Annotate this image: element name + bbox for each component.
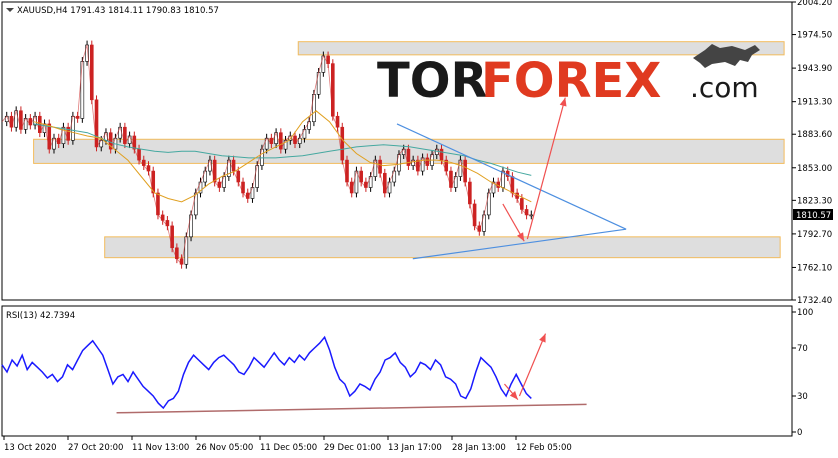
torforex-logo: TOR FOREX .com xyxy=(377,44,760,109)
symbol-header-text: XAUUSD,H4 1791.43 1814.11 1790.83 1810.5… xyxy=(17,6,219,16)
time-tick-label: 13 Oct 2020 xyxy=(4,443,57,453)
trend-lines xyxy=(396,97,627,260)
zone-band xyxy=(297,41,785,56)
time-tick-label: 27 Oct 20:00 xyxy=(68,443,123,453)
price-tick-label: 1913.30 xyxy=(797,98,832,108)
dropdown-triangle-icon xyxy=(6,8,14,12)
time-tick-label: 11 Dec 05:00 xyxy=(260,443,317,453)
price-tick-label: 1762.10 xyxy=(797,263,832,273)
rsi-arrow-down-head xyxy=(509,391,518,400)
current-price-label: 1810.57 xyxy=(796,211,831,221)
ma-fast-line xyxy=(33,110,532,203)
zone-band xyxy=(104,236,781,259)
price-tick-label: 1943.90 xyxy=(797,64,832,74)
rsi-panel-frame xyxy=(1,305,793,437)
price-tick-label: 1974.50 xyxy=(797,31,832,41)
logo-part-com: .com xyxy=(690,71,759,104)
rsi-arrow-up-head xyxy=(539,333,546,343)
time-tick-label: 28 Jan 13:00 xyxy=(452,443,506,453)
rsi-tick-label: 0 xyxy=(797,428,802,438)
time-axis-ticks: 13 Oct 2020 27 Oct 20:00 11 Nov 13:00 26 No… xyxy=(3,436,572,453)
support-resistance-zones xyxy=(33,41,785,259)
rsi-arrow-up xyxy=(518,333,547,397)
rsi-header-text: RSI(13) 42.7394 xyxy=(6,311,75,321)
price-line xyxy=(1,44,532,266)
price-tick-label: 1823.30 xyxy=(797,196,832,206)
logo-part-forex: FOREX xyxy=(481,53,661,109)
time-tick-label: 13 Jan 17:00 xyxy=(388,443,442,453)
trend-lower-line xyxy=(412,228,627,260)
price-arrow-up xyxy=(526,97,566,240)
price-tick-label: 1792.70 xyxy=(797,230,832,240)
price-series xyxy=(1,40,534,269)
ma-slow-line xyxy=(33,123,532,176)
price-axis-ticks: 2004.20 1974.50 1943.90 1913.30 1883.60 1853.… xyxy=(792,0,832,306)
current-price-marker: 1810.57 xyxy=(793,209,833,221)
price-tick-label: 2004.20 xyxy=(797,0,832,8)
rsi-series xyxy=(1,333,587,414)
trend-upper-line xyxy=(396,123,627,230)
rsi-line xyxy=(1,335,532,410)
price-tick-label: 1853.00 xyxy=(797,164,832,174)
bull-icon xyxy=(693,44,760,68)
time-tick-label: 26 Nov 05:00 xyxy=(196,443,253,453)
rsi-header: RSI(13) 42.7394 xyxy=(6,311,75,321)
symbol-header: XAUUSD,H4 1791.43 1814.11 1790.83 1810.5… xyxy=(6,6,219,16)
rsi-axis-ticks: 100 70 30 0 xyxy=(792,308,813,438)
rsi-tick-label: 100 xyxy=(797,308,813,318)
time-tick-label: 29 Dec 01:00 xyxy=(324,443,381,453)
price-arrow-down-head xyxy=(517,232,525,242)
rsi-tick-label: 30 xyxy=(797,392,808,402)
price-tick-label: 1883.60 xyxy=(797,130,832,140)
rsi-support-line xyxy=(116,403,587,414)
rsi-tick-label: 70 xyxy=(797,344,808,354)
time-tick-label: 12 Feb 05:00 xyxy=(516,443,572,453)
logo-part-tor: TOR xyxy=(377,53,488,109)
price-tick-label: 1732.40 xyxy=(797,296,832,306)
price-arrow-up-head xyxy=(559,97,567,107)
time-tick-label: 11 Nov 13:00 xyxy=(132,443,189,453)
moving-averages xyxy=(33,110,532,203)
